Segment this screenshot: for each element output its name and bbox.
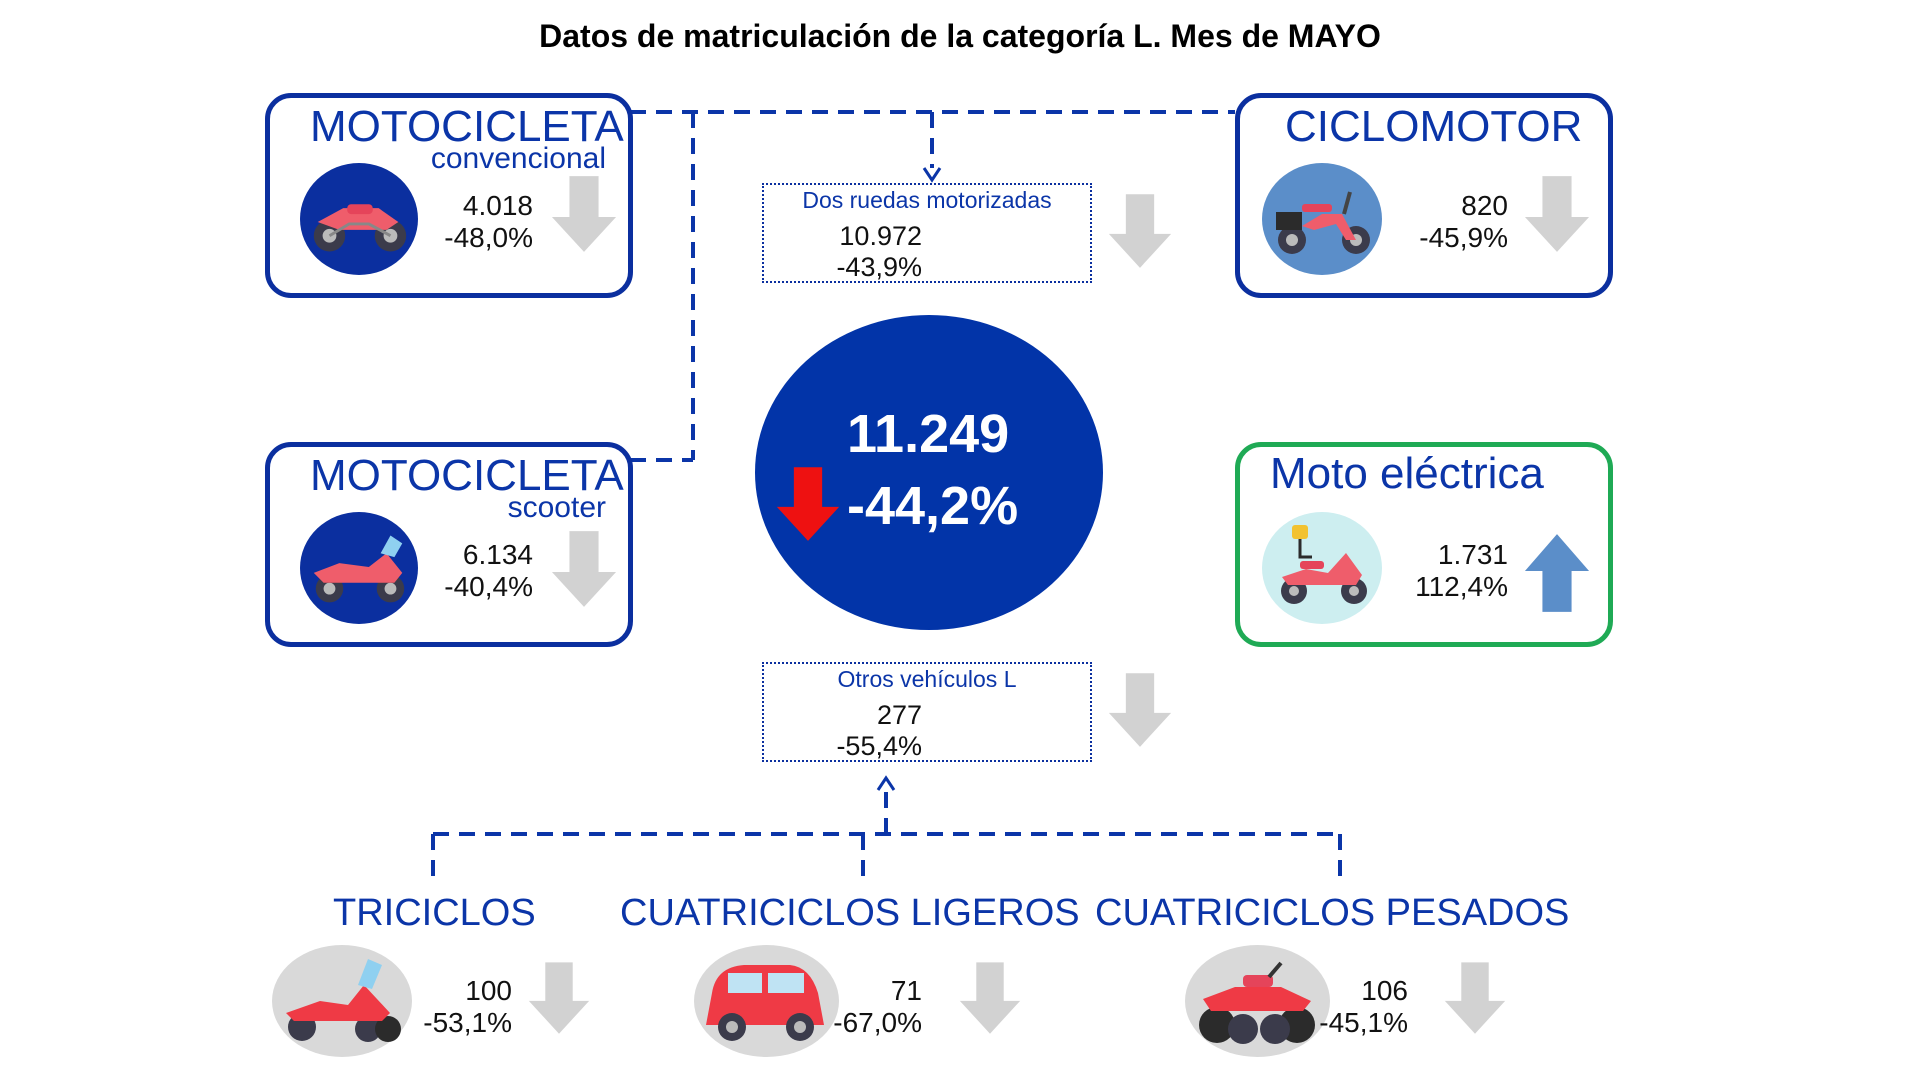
down-arrow-icon — [1444, 962, 1506, 1034]
change: -55,4% — [836, 731, 922, 761]
down-arrow-icon — [1524, 176, 1590, 252]
total-value: 11.249 — [847, 404, 1010, 464]
card-moto-electrica: Moto eléctrica 1.731 112,4% — [1235, 442, 1613, 647]
down-arrow-icon — [959, 962, 1021, 1034]
card-title: Moto eléctrica — [1270, 449, 1544, 498]
up-arrow-icon — [1524, 534, 1590, 612]
change: -40,4% — [444, 571, 533, 602]
cuatriciclos-pesados-change: -45,1% — [1319, 1007, 1408, 1038]
atv-quad-icon — [1185, 945, 1330, 1057]
card-title: MOTOCICLETA — [310, 102, 624, 151]
change: 112,4% — [1415, 571, 1508, 602]
category-title-cuatriciclos-ligeros: CUATRICICLOS LIGEROS — [620, 892, 1080, 934]
cuatriciclos-ligeros-value: 71 — [890, 975, 922, 1006]
value: 277 — [876, 700, 922, 730]
category-title-cuatriciclos-pesados: CUATRICICLOS PESADOS — [1095, 892, 1570, 934]
change: -43,9% — [836, 252, 922, 282]
card-title: MOTOCICLETA — [310, 451, 624, 500]
cuatriciclos-pesados-value: 106 — [1361, 975, 1408, 1006]
page-title: Datos de matriculación de la categoría L… — [539, 18, 1381, 54]
value: 1.731 — [1437, 539, 1508, 570]
card-subtitle: convencional — [430, 142, 606, 175]
down-arrow-icon — [551, 176, 617, 252]
moped-icon — [1262, 163, 1382, 275]
value: 6.134 — [462, 539, 533, 570]
down-arrow-icon — [1108, 673, 1172, 747]
light-quadricycle-icon — [694, 945, 839, 1057]
triciclos-change: -53,1% — [423, 1007, 512, 1038]
summary-otros-l: Otros vehículos L 277 -55,4% — [762, 662, 1092, 762]
card-moto-convencional: MOTOCICLETA convencional 4.018 -48,0% — [265, 93, 633, 298]
value: 4.018 — [462, 190, 533, 221]
summary-dos-ruedas: Dos ruedas motorizadas 10.972 -43,9% — [762, 183, 1092, 283]
down-arrow-icon — [1108, 194, 1172, 268]
electric-scooter-icon — [1262, 512, 1382, 624]
total-circle: 11.249 -44,2% — [755, 315, 1103, 630]
card-title: CICLOMOTOR — [1285, 102, 1583, 151]
value: 820 — [1461, 190, 1508, 221]
motorcycle-icon — [300, 163, 418, 275]
triciclos-value: 100 — [465, 975, 512, 1006]
cuatriciclos-ligeros-change: -67,0% — [833, 1007, 922, 1038]
summary-label: Otros vehículos L — [837, 666, 1017, 692]
card-ciclomotor: CICLOMOTOR 820 -45,9% — [1235, 93, 1613, 298]
red-down-arrow-icon — [776, 467, 840, 541]
down-arrow-icon — [528, 962, 590, 1034]
scooter-icon — [300, 512, 418, 624]
change: -45,9% — [1419, 222, 1508, 253]
change: -48,0% — [444, 222, 533, 253]
summary-label: Dos ruedas motorizadas — [802, 187, 1052, 213]
card-subtitle: scooter — [507, 491, 606, 524]
tricycle-icon — [272, 945, 412, 1057]
value: 10.972 — [839, 221, 922, 251]
category-title-triciclos: TRICICLOS — [333, 892, 536, 934]
card-moto-scooter: MOTOCICLETA scooter 6.134 -40,4% — [265, 442, 633, 647]
down-arrow-icon — [551, 531, 617, 607]
total-change: -44,2% — [847, 476, 1019, 536]
